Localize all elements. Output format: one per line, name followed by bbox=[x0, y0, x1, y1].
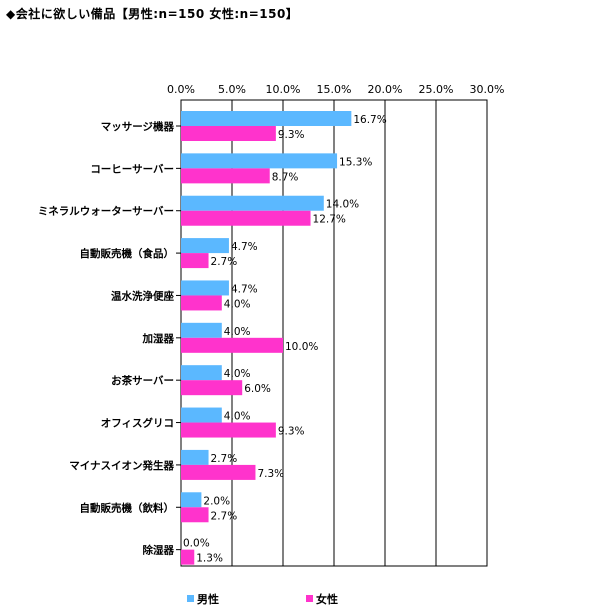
legend: 男性 女性 bbox=[187, 592, 338, 606]
bars bbox=[181, 111, 352, 565]
bar-male bbox=[181, 195, 324, 211]
chart-title: ◆会社に欲しい備品【男性:n=150 女性:n=150】 bbox=[6, 7, 299, 21]
bar-female bbox=[181, 422, 276, 438]
data-label: 16.7% bbox=[353, 114, 386, 126]
data-label: 4.0% bbox=[224, 368, 251, 380]
legend-label: 男性 bbox=[197, 592, 219, 606]
bar-female bbox=[181, 210, 311, 226]
bar-male bbox=[181, 153, 338, 169]
category-label: ミネラルウォーターサーバー bbox=[38, 206, 174, 218]
data-label: 9.3% bbox=[278, 129, 305, 141]
x-tick-label: 20.0% bbox=[368, 83, 403, 96]
bar-male bbox=[181, 407, 222, 423]
data-label: 0.0% bbox=[183, 538, 210, 550]
data-label: 15.3% bbox=[339, 156, 372, 168]
data-label: 4.0% bbox=[224, 411, 251, 423]
bar-female bbox=[181, 295, 222, 311]
bar-female bbox=[181, 549, 195, 565]
data-label: 14.0% bbox=[326, 199, 359, 211]
bar-female bbox=[181, 380, 243, 396]
category-label: 自動販売機（食品） bbox=[80, 247, 175, 260]
data-label: 2.7% bbox=[211, 256, 238, 268]
category-label: 自動販売機（飲料） bbox=[80, 501, 175, 514]
data-labels: 16.7% 9.3% 15.3% 8.7% 14.0% 12.7% 4.7% 2.7% 4.7%… bbox=[183, 114, 387, 565]
category-label: コーヒーサーバー bbox=[90, 163, 174, 175]
bar-female bbox=[181, 253, 209, 269]
bar-female bbox=[181, 507, 209, 523]
x-tick-label: 30.0% bbox=[470, 83, 505, 96]
bar-female bbox=[181, 464, 256, 480]
x-tick-label: 10.0% bbox=[266, 83, 301, 96]
bar-female bbox=[181, 337, 283, 353]
category-label: 除湿器 bbox=[143, 544, 175, 557]
data-label: 4.0% bbox=[224, 298, 251, 310]
x-tick-label: 5.0% bbox=[218, 83, 246, 96]
data-label: 1.3% bbox=[196, 553, 223, 565]
x-tick-labels: 0.0% 5.0% 10.0% 15.0% 20.0% 25.0% 30.0% bbox=[167, 83, 504, 96]
bar-male bbox=[181, 238, 229, 254]
category-label: オフィスグリコ bbox=[101, 417, 174, 430]
category-label: マッサージ機器 bbox=[101, 120, 175, 133]
bar-male bbox=[181, 280, 229, 296]
category-label: お茶サーバー bbox=[111, 374, 174, 387]
data-label: 10.0% bbox=[285, 341, 318, 353]
data-label: 8.7% bbox=[272, 171, 299, 183]
bar-male bbox=[181, 365, 222, 381]
data-label: 12.7% bbox=[313, 214, 346, 226]
data-label: 2.0% bbox=[203, 495, 230, 507]
x-tick-label: 0.0% bbox=[167, 83, 195, 96]
bar-male bbox=[181, 322, 222, 338]
data-label: 4.7% bbox=[231, 283, 258, 295]
legend-label: 女性 bbox=[316, 592, 338, 606]
bar-female bbox=[181, 168, 270, 184]
category-label: 温水洗浄便座 bbox=[111, 289, 174, 302]
x-tick-label: 15.0% bbox=[317, 83, 352, 96]
data-label: 7.3% bbox=[257, 468, 284, 480]
data-label: 6.0% bbox=[244, 383, 271, 395]
bar-male bbox=[181, 492, 202, 508]
category-label: 加湿器 bbox=[142, 332, 175, 345]
bar-male bbox=[181, 449, 209, 465]
category-label: マイナスイオン発生器 bbox=[69, 459, 174, 472]
bar-female bbox=[181, 126, 276, 141]
legend-swatch bbox=[306, 595, 313, 602]
legend-swatch bbox=[187, 595, 194, 602]
data-label: 2.7% bbox=[211, 510, 238, 522]
data-label: 2.7% bbox=[211, 453, 238, 465]
x-tick-label: 25.0% bbox=[419, 83, 454, 96]
data-label: 9.3% bbox=[278, 426, 305, 438]
data-label: 4.0% bbox=[224, 326, 251, 338]
data-label: 4.7% bbox=[231, 241, 258, 253]
bar-male bbox=[181, 111, 352, 126]
